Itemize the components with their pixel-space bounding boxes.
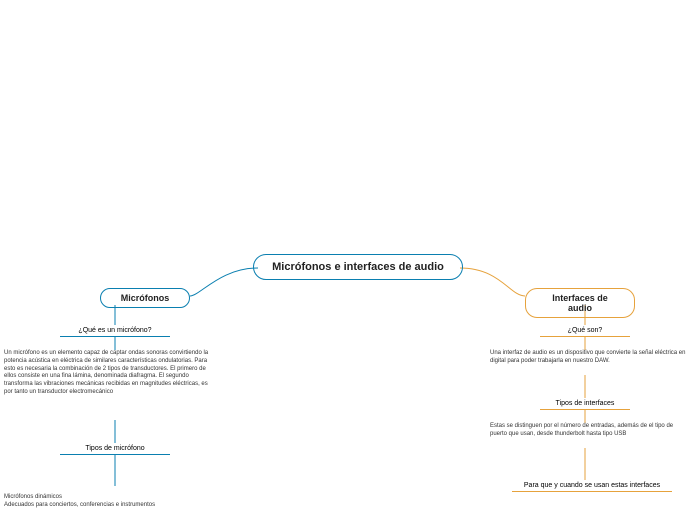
right-branch-label: Interfaces de audio [552, 293, 608, 313]
right-sub-1-label: ¿Qué son? [568, 327, 603, 334]
right-sub-3-label: Para que y cuando se usan estas interfac… [524, 482, 660, 489]
right-para-2: Estas se distinguen por el número de ent… [490, 423, 690, 439]
right-sub-1[interactable]: ¿Qué son? [540, 325, 630, 337]
central-label: Micrófonos e interfaces de audio [272, 261, 444, 273]
left-sub-2-label: Tipos de micrófono [85, 445, 144, 452]
left-para-1: Un micrófono es un elemento capaz de cap… [4, 350, 214, 397]
left-branch-label: Micrófonos [121, 293, 170, 303]
central-node[interactable]: Micrófonos e interfaces de audio [253, 254, 463, 280]
left-para-2: Micrófonos dinámicos Adecuados para conc… [4, 486, 214, 509]
right-sub-2-label: Tipos de interfaces [556, 400, 615, 407]
left-sub-2[interactable]: Tipos de micrófono [60, 443, 170, 455]
left-branch[interactable]: Micrófonos [100, 288, 190, 308]
left-sub-1-label: ¿Qué es un micrófono? [78, 327, 151, 334]
left-sub-1[interactable]: ¿Qué es un micrófono? [60, 325, 170, 337]
right-sub-2[interactable]: Tipos de interfaces [540, 398, 630, 410]
right-sub-3[interactable]: Para que y cuando se usan estas interfac… [512, 480, 672, 492]
right-para-1: Una interfaz de audio es un dispositivo … [490, 350, 690, 366]
right-branch[interactable]: Interfaces de audio [525, 288, 635, 318]
